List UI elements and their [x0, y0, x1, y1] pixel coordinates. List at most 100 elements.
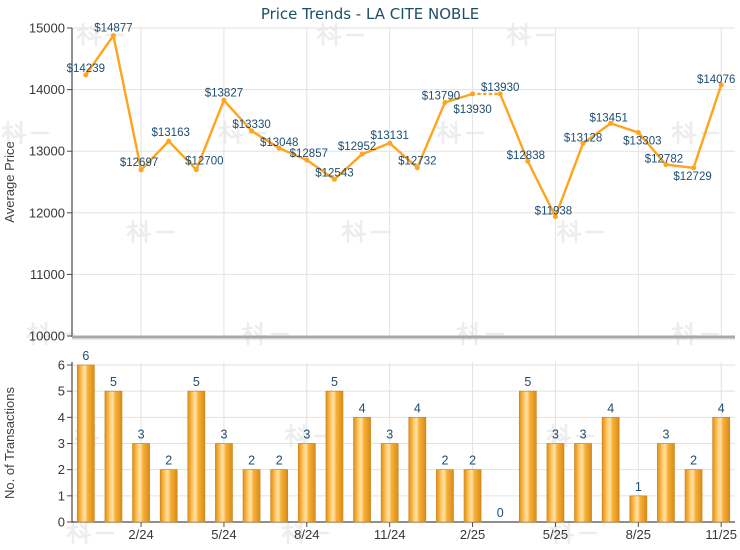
price-point — [635, 130, 641, 136]
transaction-bar — [297, 443, 316, 523]
bar-value-label: 2 — [276, 454, 283, 468]
price-point-label: $13930 — [481, 82, 519, 94]
watermark-glyph — [341, 219, 390, 244]
bar-value-label: 2 — [441, 454, 448, 468]
price-point-label: $13451 — [590, 112, 628, 124]
watermark-glyph — [436, 120, 485, 145]
bar-value-label: 5 — [331, 375, 338, 389]
watermark-glyph — [1, 120, 50, 145]
price-point — [470, 91, 476, 97]
watermark — [1, 120, 50, 145]
price-point — [691, 165, 697, 171]
watermark-glyph — [506, 22, 555, 47]
x-axis-tick-label: 11/24 — [374, 527, 406, 542]
transaction-bar — [270, 469, 289, 523]
bar-value-label: 5 — [524, 375, 531, 389]
price-y-tick-label: 15000 — [29, 21, 65, 36]
price-point-label: $14076 — [697, 74, 735, 86]
watermark — [549, 520, 598, 545]
price-point-label: $12700 — [185, 156, 223, 168]
watermark — [241, 321, 290, 346]
price-y-tick-label: 10000 — [29, 329, 65, 344]
bar-value-label: 3 — [303, 428, 310, 442]
watermark-glyph — [26, 321, 75, 346]
watermark — [126, 219, 175, 244]
price-point-label: $14877 — [94, 23, 132, 35]
watermark-glyph — [284, 423, 333, 448]
bar-value-label: 3 — [386, 428, 393, 442]
price-point-label: $13930 — [453, 104, 491, 116]
transaction-bar — [325, 390, 344, 523]
transaction-bar — [436, 469, 454, 523]
watermark-glyph — [549, 520, 598, 545]
transaction-bar — [76, 364, 95, 523]
watermark-glyph — [671, 321, 720, 346]
bar-value-label: 4 — [359, 401, 366, 415]
price-point-label: $13303 — [623, 136, 661, 148]
watermark — [284, 423, 333, 448]
price-point-label: $13330 — [232, 119, 270, 131]
watermark-glyph — [671, 120, 720, 145]
transaction-bar — [159, 469, 178, 523]
price-axis-title: Average Price — [2, 141, 17, 222]
price-point-label: $12782 — [645, 154, 683, 166]
watermark — [671, 120, 720, 145]
x-axis-tick-label: 5/25 — [543, 527, 568, 542]
price-point — [166, 138, 172, 144]
transaction-bar — [629, 495, 648, 523]
transaction-bar — [546, 443, 565, 523]
price-y-tick-label: 14000 — [29, 82, 65, 97]
price-point — [83, 72, 89, 78]
transaction-bar — [104, 390, 123, 523]
watermark-glyph — [126, 219, 175, 244]
x-axis-tick-label: 8/25 — [626, 527, 651, 542]
price-point — [580, 140, 586, 146]
bar-value-label: 1 — [635, 480, 642, 494]
price-y-tick-label: 11000 — [30, 267, 65, 282]
transactions-y-tick-label: 0 — [58, 515, 65, 530]
bar-value-label: 5 — [110, 375, 117, 389]
price-point — [110, 33, 116, 39]
bar-value-label: 3 — [220, 428, 227, 442]
watermark — [436, 120, 485, 145]
transactions-axis-title: No. of Transactions — [2, 387, 17, 499]
price-point-label: $11938 — [535, 206, 573, 218]
price-point — [718, 82, 724, 88]
price-point-label: $12952 — [338, 141, 376, 153]
bar-value-label: 3 — [662, 428, 669, 442]
transaction-bar — [684, 469, 703, 523]
price-point-label: $13048 — [260, 137, 298, 149]
watermark-glyph — [556, 219, 605, 244]
price-point — [138, 167, 144, 173]
price-point-label: $13163 — [152, 127, 190, 139]
price-point-label: $12697 — [120, 157, 158, 169]
price-y-tick-label: 12000 — [29, 205, 65, 220]
watermark-glyph — [316, 22, 365, 47]
price-point-label: $13128 — [564, 132, 602, 144]
price-point-label: $14239 — [67, 63, 105, 75]
price-point-label: $13790 — [422, 91, 460, 103]
transaction-bar — [187, 390, 206, 523]
watermark — [341, 219, 390, 244]
chart-title: Price Trends - LA CITE NOBLE — [260, 5, 480, 23]
bar-value-label: 3 — [552, 428, 559, 442]
price-point — [331, 176, 337, 182]
transaction-bar — [601, 416, 620, 523]
transaction-bar — [242, 469, 261, 523]
transactions-y-tick-label: 6 — [58, 358, 65, 373]
price-point — [387, 140, 393, 146]
bar-value-label: 3 — [138, 428, 145, 442]
price-y-tick-label: 13000 — [29, 144, 65, 159]
bar-value-label: 0 — [497, 506, 504, 520]
price-point — [552, 214, 558, 220]
transaction-bar — [408, 416, 427, 523]
price-point — [663, 162, 669, 168]
price-point-label: $12857 — [290, 148, 328, 160]
x-axis-tick-label: 8/24 — [294, 527, 319, 542]
price-point-label: $12729 — [673, 171, 711, 183]
price-point — [442, 100, 448, 106]
transactions-y-tick-label: 2 — [58, 462, 65, 477]
watermark — [506, 22, 555, 47]
